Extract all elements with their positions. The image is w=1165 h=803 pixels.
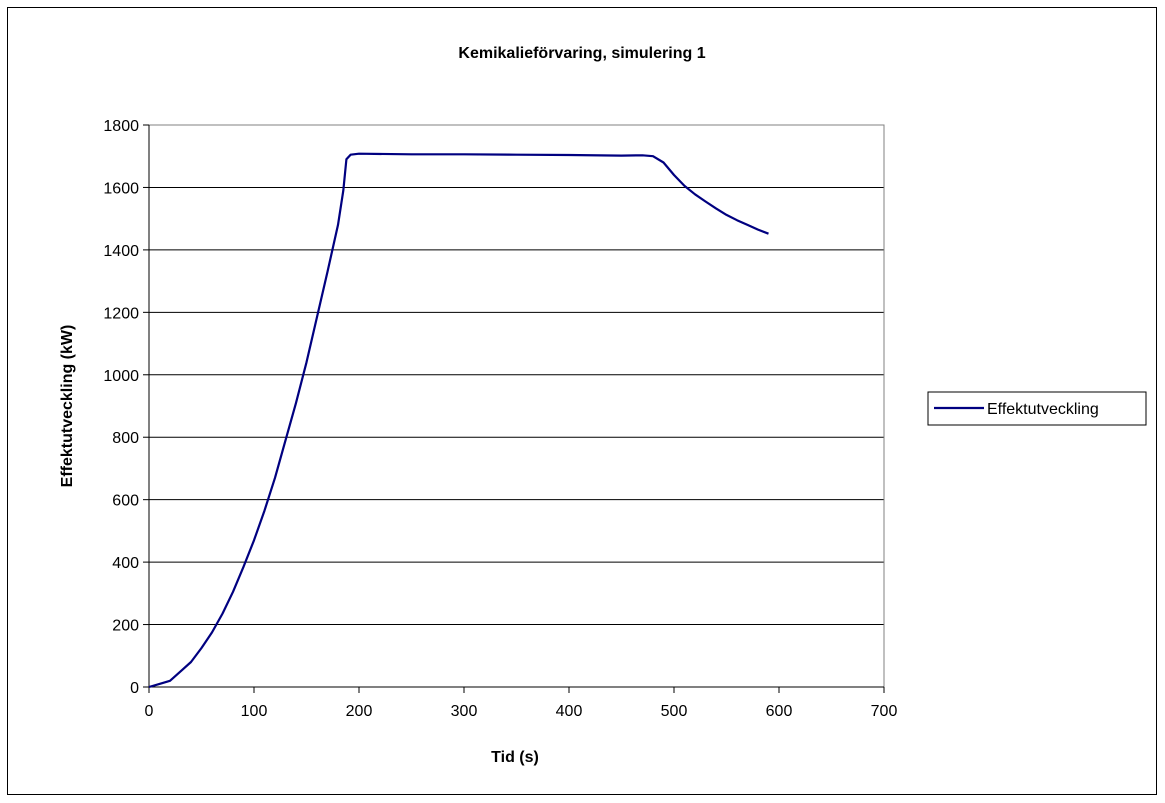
- grid-lines: [149, 186, 884, 626]
- y-tick-label: 1600: [103, 180, 139, 197]
- y-tick-label: 1000: [103, 368, 139, 385]
- axes: [143, 124, 885, 693]
- x-tick-label: 300: [451, 703, 478, 720]
- x-tick-label: 400: [556, 703, 583, 720]
- x-tick-label: 200: [346, 703, 373, 720]
- chart-title: Kemikalieförvaring, simulering 1: [458, 45, 705, 62]
- x-tick-labels: 0 100 200 300 400 500 600 700: [145, 703, 898, 720]
- y-axis-title: Effektutveckling (kW): [59, 325, 76, 488]
- x-tick-label: 600: [766, 703, 793, 720]
- x-tick-label: 100: [241, 703, 268, 720]
- y-tick-label: 0: [130, 680, 139, 697]
- x-axis-title: Tid (s): [491, 749, 539, 766]
- y-tick-label: 600: [112, 493, 139, 510]
- y-tick-label: 400: [112, 555, 139, 572]
- y-tick-label: 200: [112, 618, 139, 635]
- x-tick-label: 700: [871, 703, 898, 720]
- x-tick-label: 500: [661, 703, 688, 720]
- y-tick-label: 1800: [103, 118, 139, 135]
- plot-area: [148, 124, 885, 688]
- y-tick-label: 1400: [103, 243, 139, 260]
- series-line-effektutveckling: [148, 152, 769, 689]
- y-tick-labels: 0 200 400 600 800 1000 1200 1400 1600 1800: [103, 118, 139, 697]
- legend-label: Effektutveckling: [987, 401, 1099, 418]
- x-tick-label: 0: [145, 703, 154, 720]
- legend: Effektutveckling: [927, 391, 1147, 426]
- y-tick-label: 800: [112, 430, 139, 447]
- y-tick-label: 1200: [103, 305, 139, 322]
